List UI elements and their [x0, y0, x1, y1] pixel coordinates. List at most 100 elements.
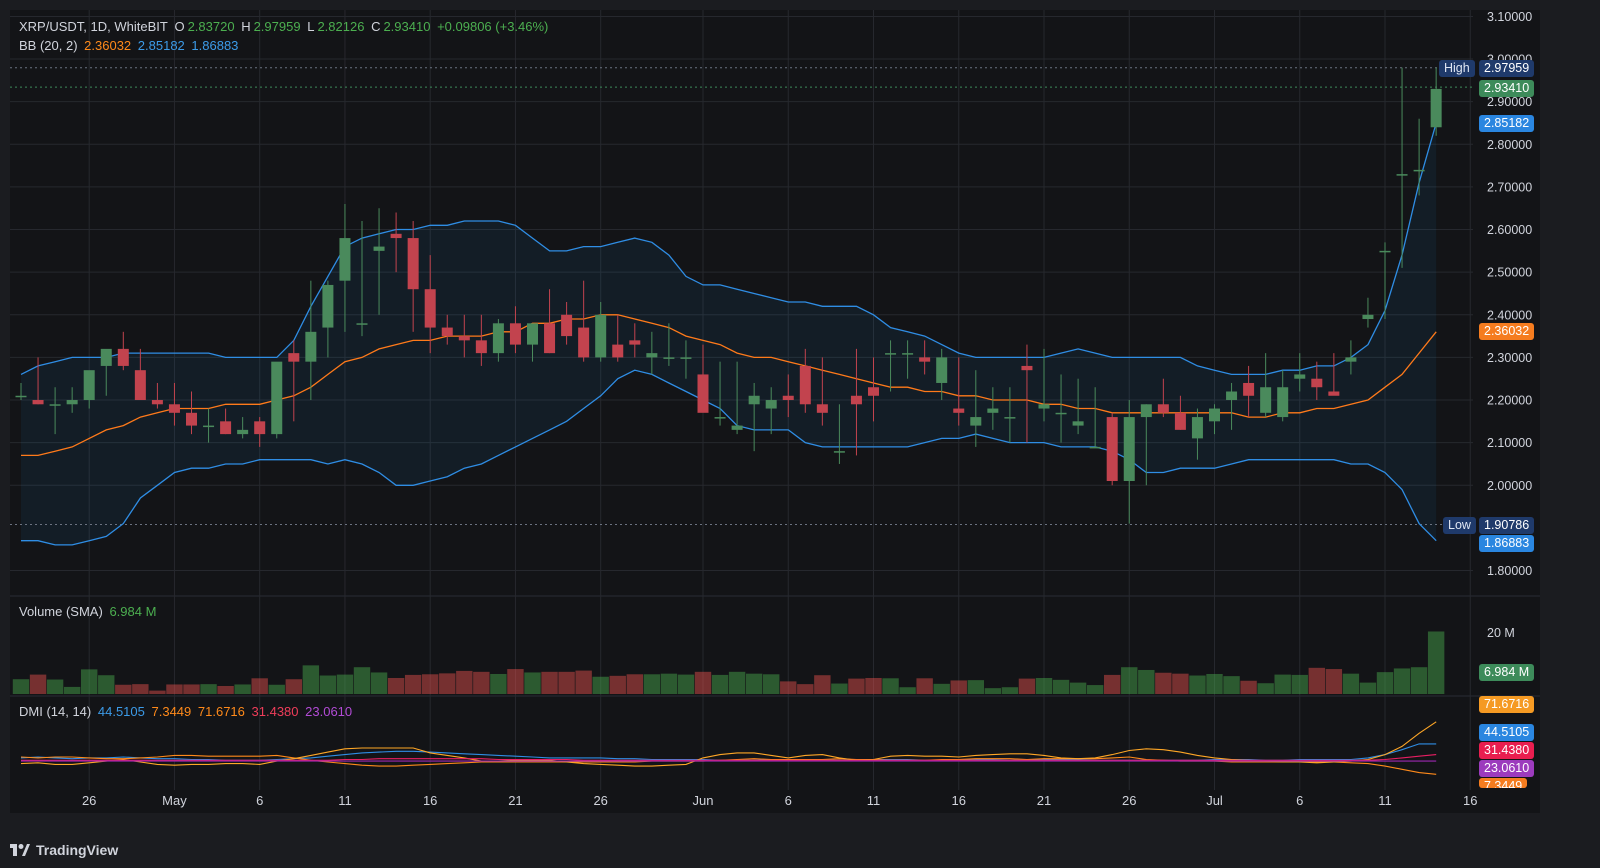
candle-body [1311, 378, 1323, 388]
volume-bar [1359, 682, 1377, 694]
candle-body [1260, 387, 1272, 413]
dmi-value-4: 31.4380 [251, 704, 299, 719]
change-value: +0.09806 (+3.46%) [437, 19, 549, 34]
volume-bar [950, 680, 967, 694]
candle-body [305, 331, 317, 362]
volume-bar [200, 684, 217, 694]
volume-bar [984, 688, 1002, 694]
volume-bar [1257, 683, 1274, 694]
symbol-label: XRP/USDT, 1D, WhiteBIT [19, 19, 168, 34]
candle-body [663, 357, 675, 359]
dmi-tag-4: 23.0610 [1479, 760, 1535, 777]
volume-bar [439, 673, 456, 694]
candle-body [203, 425, 215, 428]
candle-body [390, 233, 402, 239]
y-tick-label: 3.10000 [1487, 10, 1532, 24]
candle-body [902, 353, 914, 355]
volume-bar [1393, 668, 1411, 694]
candle-body [987, 408, 999, 413]
low-label: L [307, 19, 315, 34]
volume-bar [575, 670, 592, 694]
volume-bar [882, 678, 899, 694]
volume-bar [694, 671, 712, 694]
bb-basis-value: 2.36032 [84, 38, 132, 53]
volume-bar [814, 675, 831, 694]
volume-bar [29, 674, 47, 694]
volume-bar [1052, 679, 1070, 694]
volume-bar [1342, 673, 1360, 694]
y-tick-label: 2.70000 [1487, 180, 1532, 194]
candle-body [714, 417, 726, 419]
candle-body [168, 404, 180, 413]
candle-body [1413, 169, 1425, 172]
high-label: H [241, 19, 251, 34]
low-value: 2.82126 [317, 19, 365, 34]
x-tick-label: 21 [508, 793, 522, 808]
volume-bar [353, 667, 371, 694]
volume-bar [1001, 687, 1019, 694]
candle-body [885, 353, 897, 355]
candle-body [322, 284, 334, 328]
volume-bar [711, 674, 729, 694]
x-tick-label: 6 [256, 793, 263, 808]
candle-body [544, 323, 556, 354]
candle-body [66, 400, 78, 405]
volume-bar [1069, 682, 1087, 694]
bb-basis-line [21, 314, 1437, 457]
candle-body [561, 314, 573, 337]
candle-body [1328, 391, 1340, 396]
candle-body [1174, 412, 1186, 430]
x-tick-label: 26 [593, 793, 607, 808]
volume-bar [370, 672, 388, 694]
candle-body [1072, 421, 1084, 426]
candle-body [1345, 357, 1357, 362]
volume-bar [1240, 680, 1257, 694]
candle-body [1140, 404, 1152, 418]
dmi-value-5: 23.0610 [305, 704, 353, 719]
volume-bar [780, 681, 797, 694]
volume-bar [967, 680, 984, 694]
tradingview-logo-icon [10, 844, 30, 856]
x-tick-label: 6 [1296, 793, 1303, 808]
volume-bar [728, 671, 746, 694]
x-tick-label: 16 [423, 793, 437, 808]
candle-body [15, 395, 27, 398]
low-price-tag: 1.90786 [1479, 517, 1535, 534]
candle-body [441, 327, 453, 337]
candle-body [151, 400, 163, 405]
tradingview-footer[interactable]: TradingView [10, 840, 118, 860]
volume-bar [387, 677, 405, 694]
x-tick-label: 21 [1037, 793, 1051, 808]
y-tick-label: 2.30000 [1487, 351, 1532, 365]
candle-body [919, 357, 931, 362]
candle-body [629, 340, 641, 345]
dmi-value-1: 44.5105 [97, 704, 145, 719]
candle-body [765, 400, 777, 409]
candle-body [697, 374, 709, 413]
candle-body [595, 314, 607, 358]
y-tick-label: 2.60000 [1487, 223, 1532, 237]
y-tick-label: 2.80000 [1487, 138, 1532, 152]
volume-bar [98, 675, 115, 694]
x-tick-label: May [162, 793, 187, 808]
bb-lower-line [21, 369, 1437, 546]
candle-body [1038, 404, 1050, 409]
volume-bar [422, 674, 439, 694]
volume-bar [763, 674, 780, 694]
x-tick-label: Jul [1206, 793, 1223, 808]
candle-body [953, 408, 965, 413]
volume-tag: 6.984 M [1479, 664, 1535, 681]
candle-body [1379, 250, 1391, 253]
volume-bar [251, 678, 268, 694]
volume-bar [916, 678, 933, 694]
volume-bar [626, 674, 643, 694]
volume-bar [1155, 672, 1172, 694]
y-tick-label: 2.20000 [1487, 394, 1532, 408]
dmi-line-orange-high [20, 721, 1437, 767]
dmi-legend: DMI (14, 14) 44.5105 7.3449 71.6716 31.4… [19, 704, 355, 719]
candle-body [32, 400, 44, 405]
x-tick-label: Jun [693, 793, 714, 808]
candle-body [1123, 417, 1135, 481]
